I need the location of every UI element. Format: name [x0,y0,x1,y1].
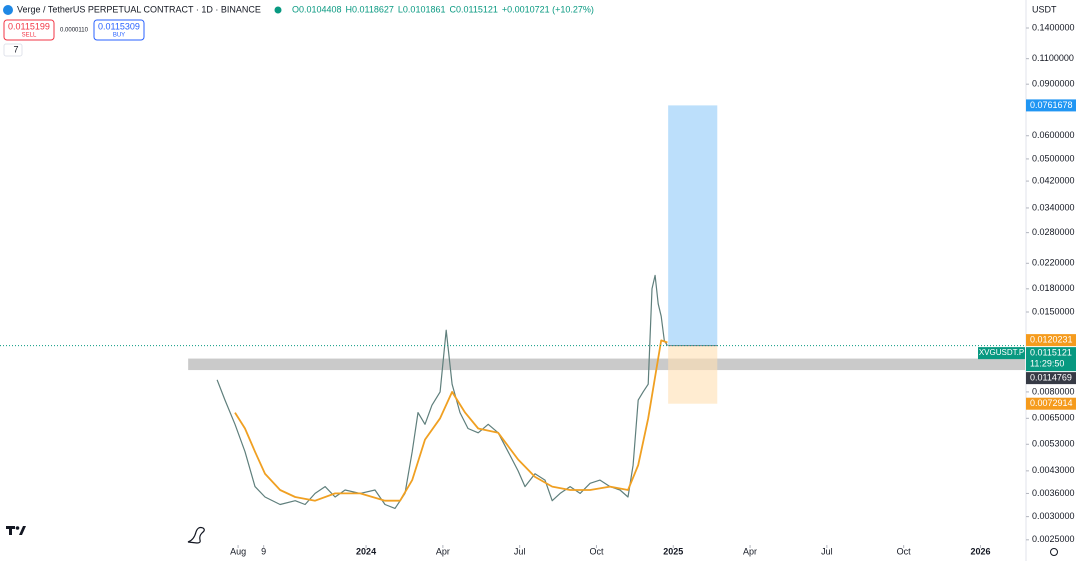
price-badge-label: 0.0114769 [1030,372,1072,382]
y-tick-label: 0.0220000 [1032,258,1075,268]
x-tick-label: 2025 [663,546,683,556]
price-line [234,339,668,502]
x-tick-label: 9 [261,546,266,556]
y-tick-label: 0.1100000 [1032,53,1074,63]
ohlc-value: C0.0115121 [449,4,497,14]
price-badge [1026,347,1076,372]
y-tick-label: 0.0420000 [1032,175,1075,185]
price-badge [1026,397,1076,410]
status-dot [274,6,282,14]
x-tick-label: Oct [589,546,604,556]
ticker-label: XVGUSDT.P [979,348,1024,357]
price-badge-label: 0.0761678 [1030,100,1073,110]
buy-button[interactable] [93,19,145,41]
price-badge-label: 0.0072914 [1030,398,1073,408]
ohlc-value: H0.0118627 [346,4,394,14]
price-badge [1026,372,1076,385]
ohlc-value: +0.0010721 (+10.27%) [502,4,594,14]
y-tick-label: 0.0150000 [1032,306,1075,316]
y-tick-label: 0.0043000 [1032,465,1075,475]
y-tick-label: 0.0900000 [1032,79,1075,89]
sell-label: SELL [22,33,37,39]
target-box [668,105,718,346]
buy-label: BUY [113,33,125,39]
y-tick-label: 0.0180000 [1032,283,1075,293]
y-tick-label: 0.0600000 [1032,130,1075,140]
ticker-badge [978,347,1025,360]
x-tick-label: 2026 [970,546,990,556]
countdown: 11:29:50 [1030,358,1064,368]
dino-icon [187,526,205,544]
settings-icon[interactable] [1050,548,1058,556]
x-tick-label: 2024 [356,546,376,556]
indicator-toggle[interactable] [3,43,23,57]
price-badge-label: 0.0120231 [1030,334,1073,344]
x-tick-label: Apr [743,546,757,556]
x-tick-label: Apr [436,546,450,556]
tv-logo [6,526,26,535]
support-zone [188,358,1026,371]
x-tick-label: Aug [230,546,246,556]
sell-price: 0.0115199 [8,21,50,31]
symbol-icon [3,5,13,15]
y-tick-label: 0.0080000 [1032,386,1075,396]
symbol: Verge / TetherUS PERPETUAL CONTRACT · 1D… [17,4,261,14]
y-tick-label: 0.0053000 [1032,439,1075,449]
y-tick-label: 0.0065000 [1032,413,1075,423]
y-tick-label: 0.0030000 [1032,511,1075,521]
ohlc-value: L0.0101861 [398,4,446,14]
price-badge [1026,99,1076,112]
x-tick-label: Jul [514,546,526,556]
y-tick-label: 0.0280000 [1032,227,1075,237]
stop-box [668,345,718,404]
y-tick-label: 0.1400000 [1032,22,1075,32]
buy-price: 0.0115309 [98,21,140,31]
y-tick-label: 0.0500000 [1032,153,1075,163]
price-line [216,274,668,509]
price-badge [1026,334,1076,347]
currency: USDT [1032,4,1057,14]
indicator-count: 7 [13,44,18,54]
x-tick-label: Oct [897,546,912,556]
x-tick-label: Jul [821,546,833,556]
price-badge-label: 0.0115121 [1030,347,1072,357]
y-tick-label: 0.0025000 [1032,534,1075,544]
spread: 0.0000110 [60,28,89,34]
y-tick-label: 0.0340000 [1032,202,1075,212]
y-tick-label: 0.0036000 [1032,488,1075,498]
sell-button[interactable] [3,19,55,41]
ohlc-value: O0.0104408 [292,4,342,14]
